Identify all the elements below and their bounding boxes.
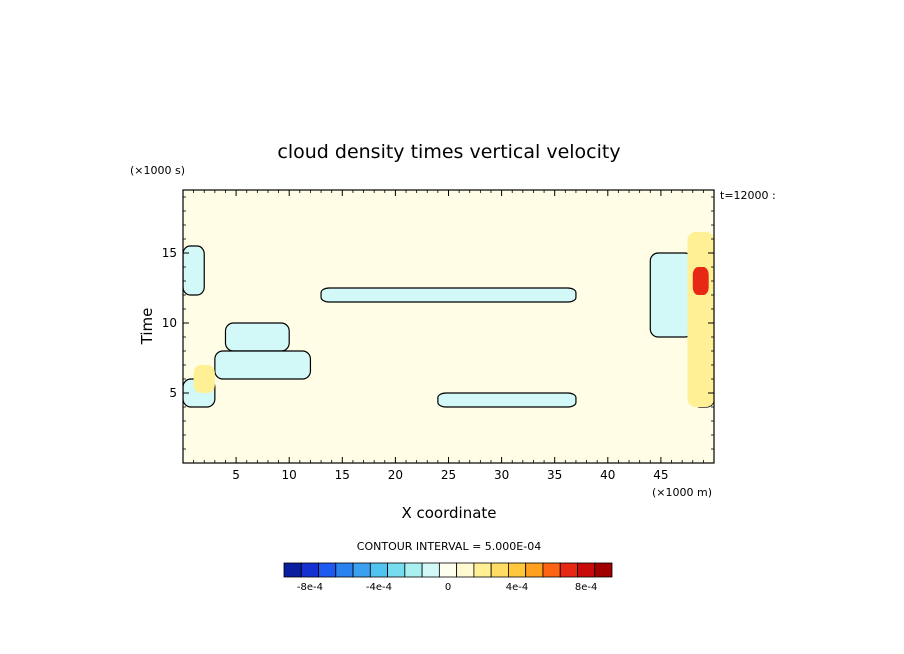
colorbar-swatch (421, 562, 440, 578)
colorbar-swatch (283, 562, 302, 578)
contour-region-negative (214, 350, 312, 380)
chart-title: cloud density times vertical velocity (277, 141, 620, 163)
colorbar-swatch (369, 562, 388, 578)
y-tick-label: 5 (169, 386, 177, 400)
contour-interval-label: CONTOUR INTERVAL = 5.000E-04 (357, 540, 541, 553)
contour-region-positive (193, 365, 215, 393)
x-tick-label: 15 (335, 468, 350, 482)
colorbar-label: 4e-4 (506, 582, 529, 593)
colorbar-swatch (594, 562, 613, 578)
contour-region-negative (320, 287, 577, 303)
y-axis-unit-label: (×1000 s) (130, 164, 185, 177)
contour-region-positive_strong (692, 267, 709, 295)
x-axis-unit-label: (×1000 m) (652, 486, 712, 499)
colorbar (283, 562, 613, 578)
x-axis-ticks: 5 10 15 20 25 30 35 40 45 (193, 190, 704, 482)
y-axis-label: Time (138, 308, 156, 346)
colorbar-swatch (508, 562, 527, 578)
colorbar-label: 0 (445, 582, 451, 593)
x-tick-label: 30 (494, 468, 509, 482)
colorbar-swatch (525, 562, 544, 578)
colorbar-swatch (300, 562, 319, 578)
colorbar-swatch (473, 562, 492, 578)
x-axis-label: X coordinate (401, 504, 496, 522)
colorbar-label: 8e-4 (575, 582, 598, 593)
contour-region-positive (687, 232, 714, 407)
colorbar-swatch (456, 562, 475, 578)
x-tick-label: 10 (282, 468, 297, 482)
time-label: t=12000 : (720, 189, 776, 202)
contour-region-negative (224, 322, 290, 352)
colorbar-swatch (387, 562, 406, 578)
x-tick-label: 45 (653, 468, 668, 482)
colorbar-swatch (490, 562, 509, 578)
contour-regions (183, 232, 714, 408)
colorbar-labels: -8e-4 -4e-4 0 4e-4 8e-4 (297, 582, 598, 593)
x-tick-label: 25 (441, 468, 456, 482)
colorbar-swatch (559, 562, 578, 578)
contour-region-negative (437, 392, 577, 408)
colorbar-label: -8e-4 (297, 582, 323, 593)
contour-region-negative (183, 245, 205, 296)
x-tick-label: 20 (388, 468, 403, 482)
colorbar-swatch (438, 562, 458, 578)
x-tick-label: 5 (232, 468, 240, 482)
colorbar-swatch (577, 562, 596, 578)
y-axis-ticks: 5 10 15 (162, 196, 714, 450)
colorbar-label: -4e-4 (366, 582, 392, 593)
colorbar-swatch (404, 562, 423, 578)
colorbar-swatch (318, 562, 337, 578)
contour-region-negative (649, 252, 694, 338)
colorbar-swatch (542, 562, 561, 578)
y-tick-label: 10 (162, 316, 177, 330)
colorbar-swatch (352, 562, 371, 578)
x-tick-label: 40 (600, 468, 615, 482)
y-tick-label: 15 (162, 246, 177, 260)
colorbar-swatch (335, 562, 354, 578)
x-tick-label: 35 (547, 468, 562, 482)
